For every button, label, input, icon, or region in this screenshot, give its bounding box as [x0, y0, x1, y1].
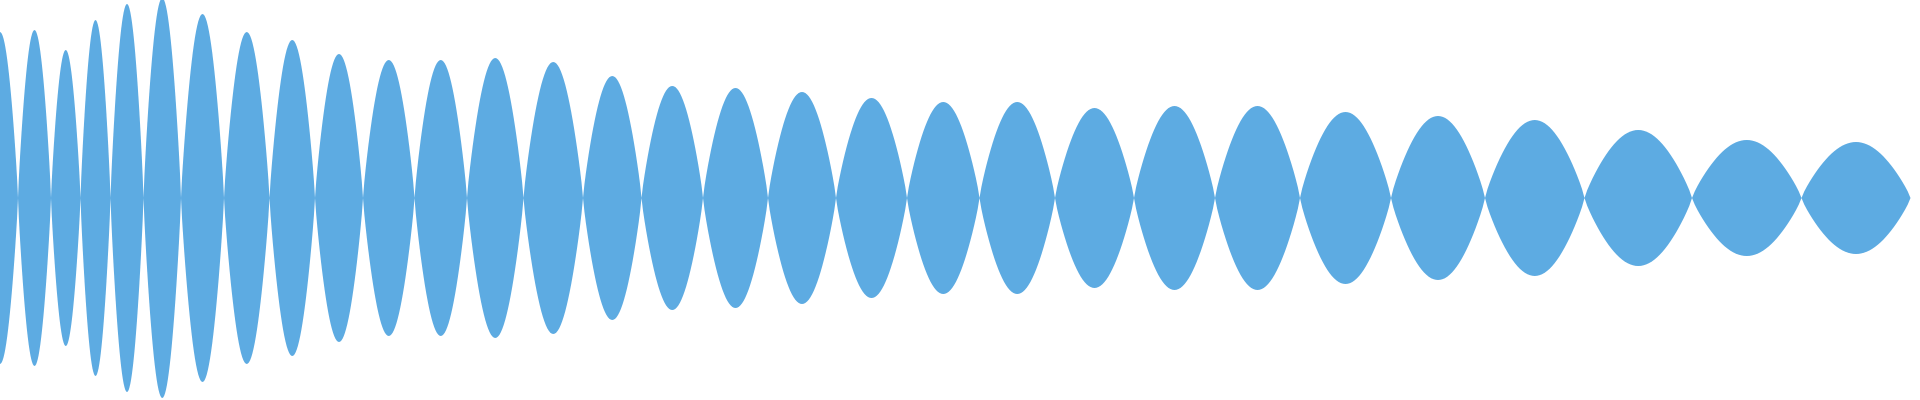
waveform-lobe: [1801, 142, 1911, 254]
waveform-lobe: [836, 98, 907, 298]
waveform-lobe: [1055, 108, 1134, 288]
waveform-lobe: [979, 102, 1055, 294]
waveform-lobe: [768, 92, 836, 304]
waveform-lobe: [51, 50, 81, 346]
waveform-lobe: [523, 62, 583, 334]
waveform-lobe: [1485, 120, 1585, 276]
waveform-lobe: [1300, 112, 1391, 284]
waveform-lobe: [583, 76, 642, 320]
waveform-lobe: [315, 54, 363, 342]
waveform-lobe: [641, 86, 703, 310]
waveform-lobe: [269, 40, 315, 356]
waveform-lobe: [80, 20, 111, 376]
waveform-lobe: [1134, 106, 1215, 290]
waveform-lobe: [1391, 116, 1485, 280]
waveform-lobe: [907, 102, 980, 294]
waveform-lobe: [1584, 130, 1692, 266]
waveform-lobe: [181, 14, 224, 382]
waveform-lobe: [224, 32, 270, 364]
waveform-lobe: [110, 4, 144, 392]
waveform-lobe: [143, 0, 181, 398]
waveform-lobe: [414, 60, 467, 336]
waveform-lobe: [18, 30, 51, 366]
waveform-lobe: [1215, 106, 1300, 290]
waveform-lobe: [467, 58, 524, 338]
waveform-lobe: [1692, 140, 1802, 256]
waveform-lobe: [0, 32, 18, 364]
waveform-lobe: [363, 60, 415, 336]
waveform-lobe: [703, 88, 768, 308]
